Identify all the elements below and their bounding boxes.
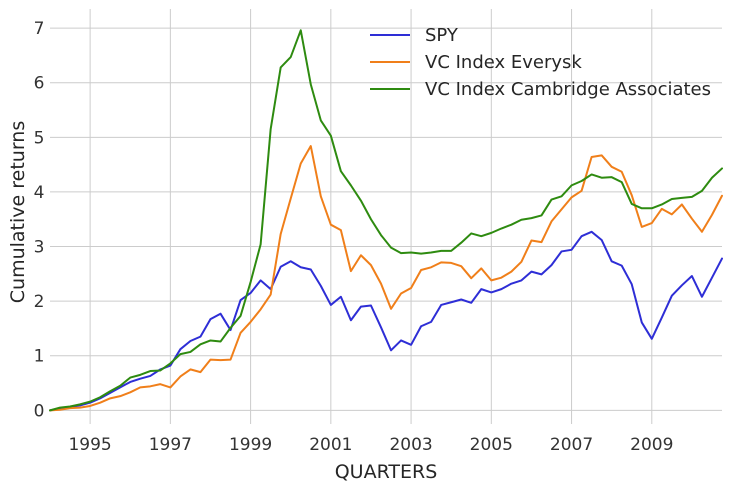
x-tick-label: 2003 bbox=[389, 435, 432, 455]
y-tick-label: 7 bbox=[34, 19, 45, 39]
y-tick-label: 6 bbox=[34, 74, 45, 94]
x-tick-label: 2005 bbox=[470, 435, 513, 455]
y-tick-label: 3 bbox=[34, 238, 45, 258]
x-tick-label: 1995 bbox=[68, 435, 111, 455]
legend: SPY VC Index Everysk VC Index Cambridge As… bbox=[370, 25, 711, 100]
x-gridlines bbox=[89, 9, 653, 424]
x-tick-label: 2009 bbox=[630, 435, 673, 455]
y-tick-labels: 0 1 2 3 4 5 6 7 bbox=[34, 19, 45, 421]
y-tick-label: 0 bbox=[34, 401, 45, 421]
series-lines bbox=[49, 29, 723, 412]
legend-label: SPY bbox=[425, 25, 459, 46]
y-tick-label: 2 bbox=[34, 292, 45, 312]
x-tick-label: 2001 bbox=[309, 435, 352, 455]
y-tick-label: 5 bbox=[34, 128, 45, 148]
y-gridlines bbox=[50, 27, 722, 411]
series-line-spy bbox=[49, 230, 723, 412]
y-axis-title: Cumulative returns bbox=[7, 121, 29, 303]
legend-label: VC Index Everysk bbox=[425, 52, 582, 73]
series-line-vc-index-everysk bbox=[49, 145, 723, 412]
x-axis-title: QUARTERS bbox=[335, 461, 438, 483]
x-tick-label: 2007 bbox=[550, 435, 593, 455]
x-tick-labels: 1995 1997 1999 2001 2003 2005 2007 2009 bbox=[68, 435, 673, 455]
y-tick-label: 4 bbox=[34, 183, 45, 203]
x-tick-label: 1999 bbox=[229, 435, 272, 455]
legend-label: VC Index Cambridge Associates bbox=[425, 79, 711, 100]
y-tick-label: 1 bbox=[34, 347, 45, 367]
x-tick-label: 1997 bbox=[149, 435, 192, 455]
series-line-vc-index-cambridge-associates bbox=[49, 29, 723, 412]
